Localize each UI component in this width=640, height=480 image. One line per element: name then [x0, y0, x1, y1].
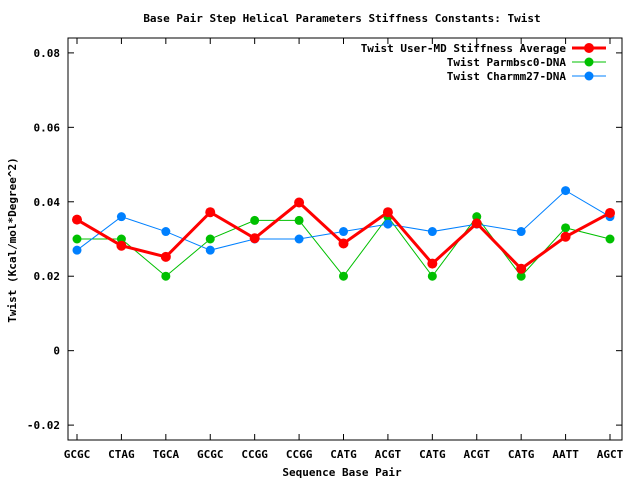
legend-marker — [584, 43, 594, 53]
data-point — [516, 227, 526, 237]
data-point — [116, 212, 126, 222]
data-point — [427, 271, 437, 281]
data-point — [294, 215, 304, 225]
legend-label: Twist Parmbsc0-DNA — [447, 56, 567, 69]
data-point — [72, 234, 82, 244]
y-tick-label: 0 — [53, 345, 60, 358]
x-tick-label: GCGC — [64, 448, 91, 461]
data-point — [383, 219, 393, 229]
data-point — [339, 227, 348, 237]
y-tick-label: 0.04 — [34, 196, 61, 209]
data-point — [72, 245, 82, 255]
data-point — [339, 271, 348, 281]
x-tick-label: ACGT — [464, 448, 491, 461]
chart-title: Base Pair Step Helical Parameters Stiffn… — [143, 12, 540, 25]
series-0 — [72, 197, 615, 274]
data-point — [427, 227, 437, 237]
y-axis: 0.08 0.06 0.04 0.02 0 -0.02 — [27, 47, 622, 432]
data-point — [249, 233, 260, 244]
x-tick-label: CATG — [419, 448, 446, 461]
y-tick-label: 0.06 — [34, 121, 61, 134]
x-axis-label: Sequence Base Pair — [282, 466, 402, 479]
x-tick-label: CATG — [508, 448, 535, 461]
data-point — [205, 234, 215, 244]
data-point — [605, 207, 615, 218]
data-point — [605, 234, 615, 244]
x-tick-label: AATT — [552, 448, 579, 461]
x-tick-label: TGCA — [153, 448, 180, 461]
data-point — [294, 234, 304, 244]
x-tick-label: ACGT — [375, 448, 402, 461]
x-axis: GCGC CTAG TGCA GCGC CCGG CCGG CATG ACGT CATG ACGT… — [64, 38, 624, 461]
y-tick-label: 0.02 — [34, 270, 61, 283]
data-point — [160, 251, 171, 262]
x-tick-label: AGCT — [597, 448, 624, 461]
data-point — [427, 258, 438, 269]
data-point — [161, 227, 171, 237]
data-point — [205, 207, 216, 218]
y-tick-label: 0.08 — [34, 47, 61, 60]
x-tick-label: GCGC — [197, 448, 224, 461]
data-point — [338, 238, 349, 249]
legend-marker — [584, 57, 594, 67]
data-point — [516, 263, 527, 274]
legend-label: Twist User-MD Stiffness Average — [361, 42, 567, 55]
y-tick-label: -0.02 — [27, 419, 60, 432]
series-layer — [72, 186, 615, 281]
data-point — [561, 186, 571, 196]
plot-frame — [67, 37, 623, 441]
data-point — [516, 271, 526, 281]
data-point — [161, 271, 171, 281]
data-point — [382, 207, 393, 218]
y-axis-label: Twist (Kcal/mol*Degree^2) — [6, 157, 19, 323]
x-tick-label: CCGG — [241, 448, 268, 461]
data-point — [560, 231, 571, 242]
data-point — [116, 240, 127, 251]
data-point — [250, 215, 260, 225]
data-point — [72, 214, 82, 225]
legend-label: Twist Charmm27-DNA — [447, 70, 567, 83]
x-tick-label: CCGG — [286, 448, 313, 461]
data-point — [561, 223, 571, 233]
legend-marker — [584, 71, 594, 81]
data-point — [205, 245, 215, 255]
x-tick-label: CTAG — [108, 448, 135, 461]
data-point — [294, 197, 305, 208]
data-point — [471, 218, 482, 229]
x-tick-label: CATG — [330, 448, 357, 461]
